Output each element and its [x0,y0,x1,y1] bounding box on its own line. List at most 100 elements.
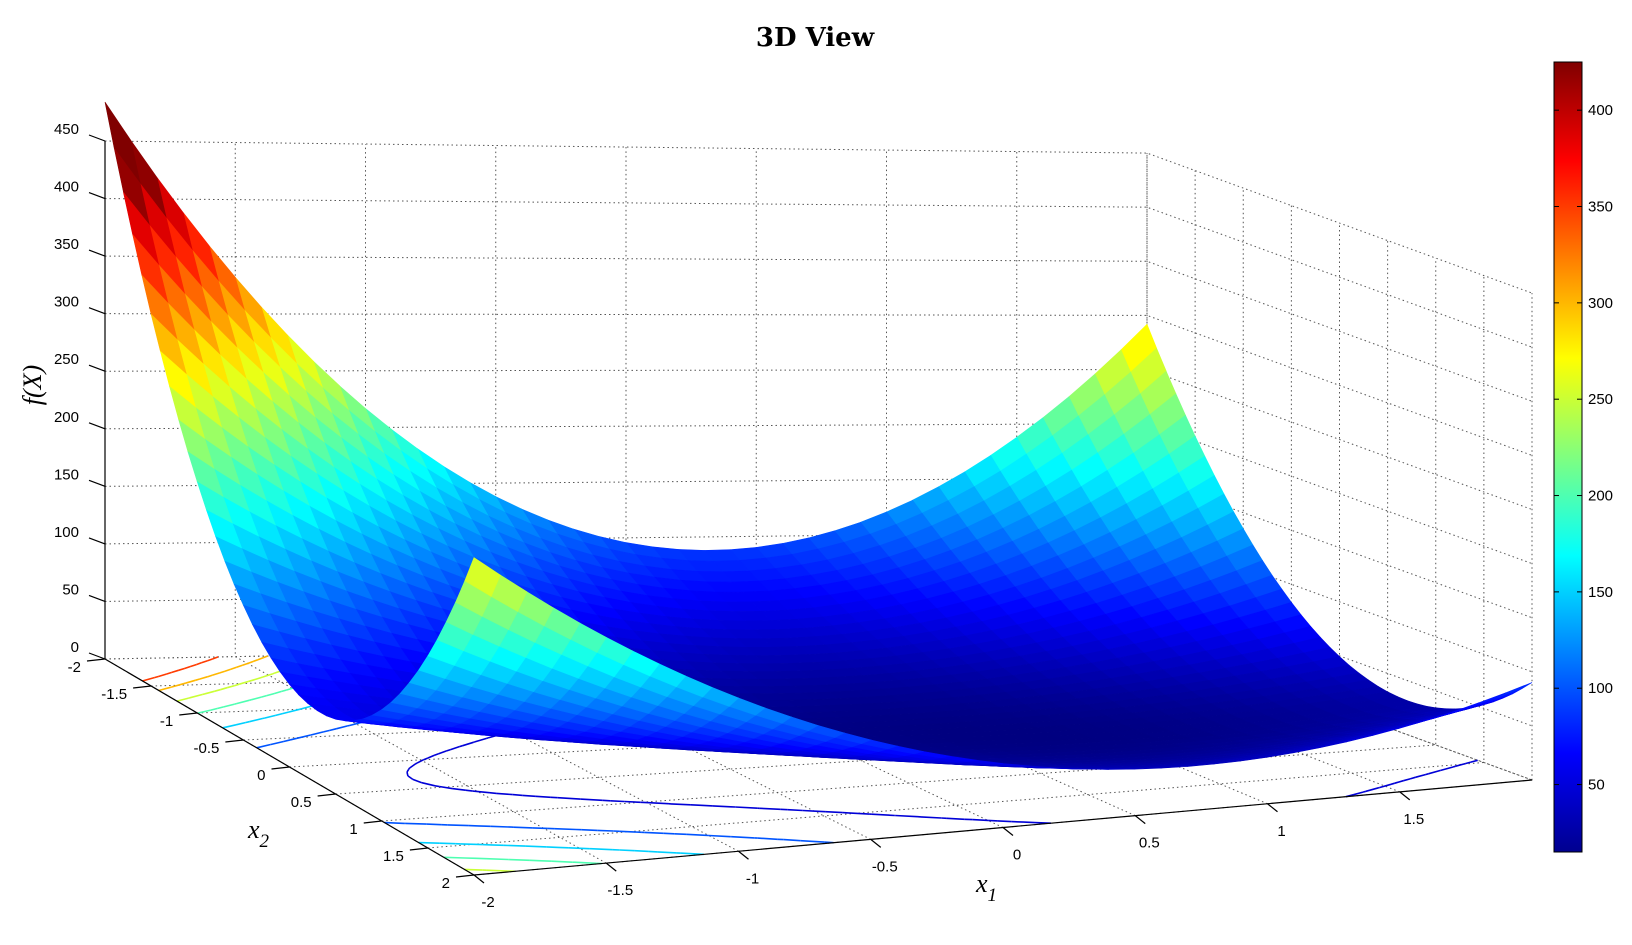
z-tick-mark [88,537,106,545]
contour-segment-350 [154,675,159,679]
contour-segment-300 [158,686,171,692]
y-tick-mark [455,874,475,878]
y-tick-mark [317,793,336,797]
contour-segment-350 [143,676,156,682]
contour-segment-50 [459,745,463,748]
contour-segment-350 [158,673,167,678]
contour-segment-150 [590,847,613,851]
z-tick-label: 0 [71,639,79,656]
contour-segment-350 [184,665,191,670]
contour-segment-50 [1023,821,1035,824]
contour-segment-50 [972,818,989,822]
y-tick-mark [86,658,106,662]
contour-segment-50 [610,800,625,803]
y-tick-label: 0.5 [291,794,312,811]
contour-segment-150 [235,721,246,726]
contour-segment-300 [230,666,237,671]
y-tick-label: -2 [68,659,81,676]
contour-segment-50 [787,808,803,812]
contour-segment-100 [644,831,664,835]
contour-segment-250 [189,693,203,699]
contour-segment-100 [663,832,675,835]
contour-segment-50 [1428,769,1441,775]
contour-segment-150 [619,849,635,852]
y-tick-label: -1 [160,713,173,730]
contour-segment-300 [219,670,226,674]
contour-segment-150 [634,849,649,853]
contour-segment-200 [198,709,211,714]
grid-line-z [104,368,1533,510]
contour-segment-250 [464,868,483,871]
x-tick-mark [870,838,882,848]
y-tick-label: 0 [257,767,265,784]
contour-segment-200 [223,703,235,708]
contour-segment-200 [217,706,224,710]
contour-segment-100 [447,824,469,827]
contour-segment-150 [657,851,677,854]
z-tick-mark [88,364,106,372]
contour-segment-50 [408,767,411,770]
z-axis-label: f(X) [18,365,47,405]
surface-patch [1495,682,1533,699]
contour-segment-50 [496,792,513,796]
contour-segment-300 [252,658,259,663]
contour-segment-50 [407,775,414,781]
contour-segment-250 [220,686,228,691]
contour-segment-100 [731,835,755,839]
chart-title: 3D View [756,23,875,53]
contour-segment-350 [189,663,197,668]
contour-segment-150 [568,847,590,850]
contour-segment-50 [997,820,1012,823]
contour-segment-200 [250,696,262,701]
contour-segment-50 [1452,765,1456,768]
contour-segment-250 [176,697,189,702]
contour-segment-100 [336,725,348,730]
grid-line-z [104,140,1533,294]
z-tick-mark [88,479,106,487]
contour-segment-50 [1425,773,1429,776]
surface-patch [464,557,501,597]
contour-segment-50 [522,794,536,798]
z-tick-label: 400 [54,179,79,196]
contour-segment-100 [597,829,614,832]
colorbar [1553,61,1583,853]
contour-segment-150 [503,844,526,847]
contour-segment-150 [680,852,704,856]
contour-segment-100 [708,834,731,838]
x-tick-label: 1.5 [1403,811,1424,828]
x-tick-mark [1002,827,1014,836]
contour-segment-50 [1394,779,1404,784]
contour-segment-50 [895,814,919,818]
contour-segment-50 [461,741,474,747]
y-axis-label-sub: 2 [260,831,270,852]
contour-segment-50 [438,750,447,755]
colorbar-tick-label: 200 [1588,488,1613,505]
contour-segment-250 [238,680,249,685]
contour-segment-150 [525,845,547,848]
contour-segment-250 [250,676,262,682]
contour-segment-50 [512,793,523,797]
contour-segment-100 [800,839,810,842]
contour-segment-250 [214,688,221,692]
contour-segment-300 [185,679,196,684]
contour-segment-50 [1390,782,1396,786]
contour-segment-200 [509,858,530,862]
y-tick-mark [271,766,290,770]
contour-segment-150 [282,711,289,715]
z-tick-label: 100 [54,524,79,541]
contour-segment-300 [241,662,248,667]
contour-segment-50 [414,762,418,765]
contour-segment-50 [1415,773,1426,778]
z-tick-label: 450 [54,121,79,138]
colorbar-tick-label: 150 [1588,584,1613,601]
grid-line-y [381,258,1437,822]
contour-segment-50 [535,795,551,799]
contour-segment-150 [245,720,250,724]
contour-segment-350 [212,656,219,660]
contour-segment-100 [619,830,642,834]
grid-line-z [104,423,1533,565]
colorbar-tick-label: 50 [1588,777,1605,794]
contour-segment-100 [296,734,311,740]
contour-segment-50 [445,748,451,752]
y-tick-label: -1.5 [101,686,127,703]
